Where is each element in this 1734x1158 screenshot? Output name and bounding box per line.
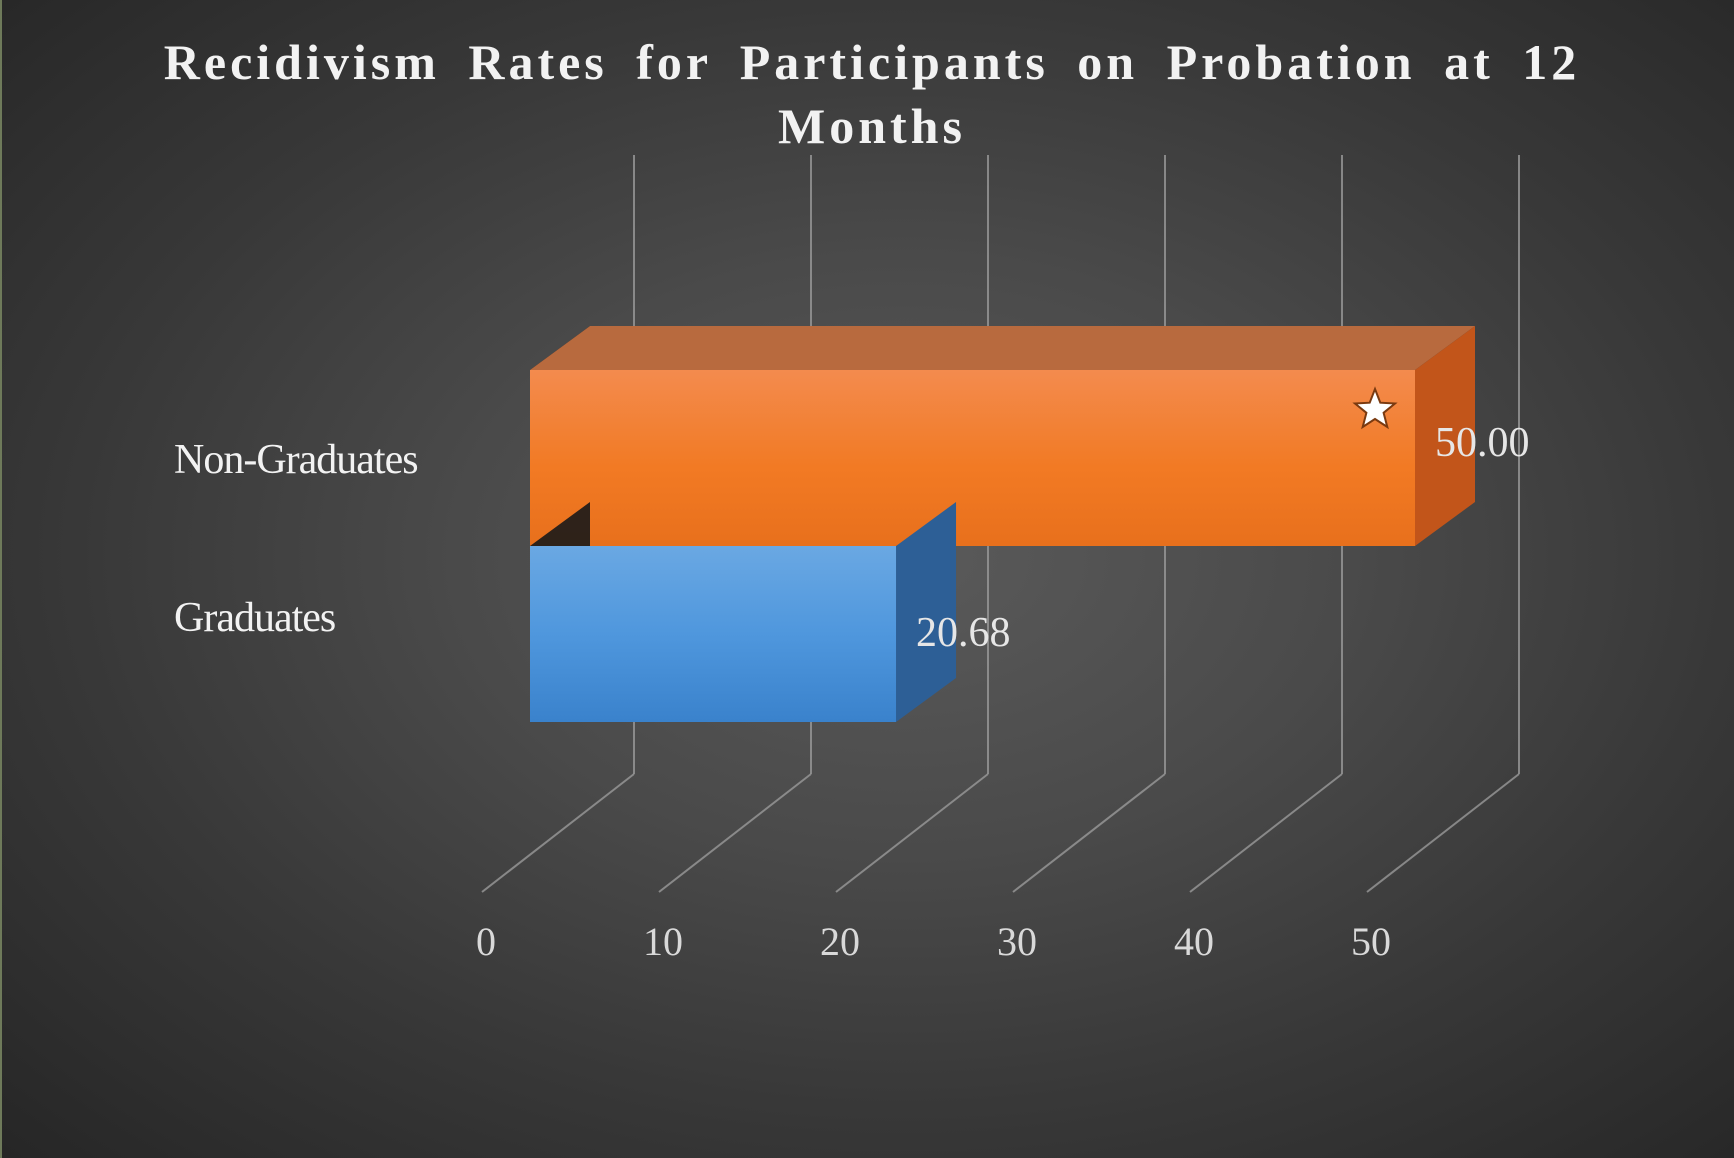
gridline: [1366, 773, 1520, 893]
bar-graduates: [530, 546, 897, 722]
gridline: [481, 773, 635, 893]
gridline: [1189, 773, 1343, 893]
bar-side-0: [1415, 326, 1475, 546]
star-icon: [1352, 386, 1398, 430]
gridline: [835, 773, 989, 893]
x-axis-ticks: 0 10 20 30 40 50: [476, 919, 1391, 964]
chart-title: Recidivism Rates for Participants on Pro…: [163, 34, 1581, 154]
x-tick-label: 40: [1174, 919, 1214, 964]
x-tick-label: 50: [1351, 919, 1391, 964]
gridline: [1012, 773, 1166, 893]
category-label-non-graduates: Non-Graduates: [174, 437, 419, 483]
data-label: 20.68: [916, 610, 1011, 656]
category-label-graduates: Graduates: [174, 595, 336, 641]
bar-top-0: [530, 326, 1475, 370]
gridline: [658, 773, 812, 893]
data-labels: 50.00 20.68: [916, 386, 1530, 656]
x-tick-label: 30: [997, 919, 1037, 964]
x-tick-label: 10: [643, 919, 683, 964]
x-tick-label: 20: [820, 919, 860, 964]
bars: [530, 326, 1475, 722]
bar-side-1: [896, 502, 957, 722]
data-label: 50.00: [1435, 420, 1530, 466]
bar-non-graduates: [530, 370, 1415, 546]
x-tick-label: 0: [476, 919, 496, 964]
